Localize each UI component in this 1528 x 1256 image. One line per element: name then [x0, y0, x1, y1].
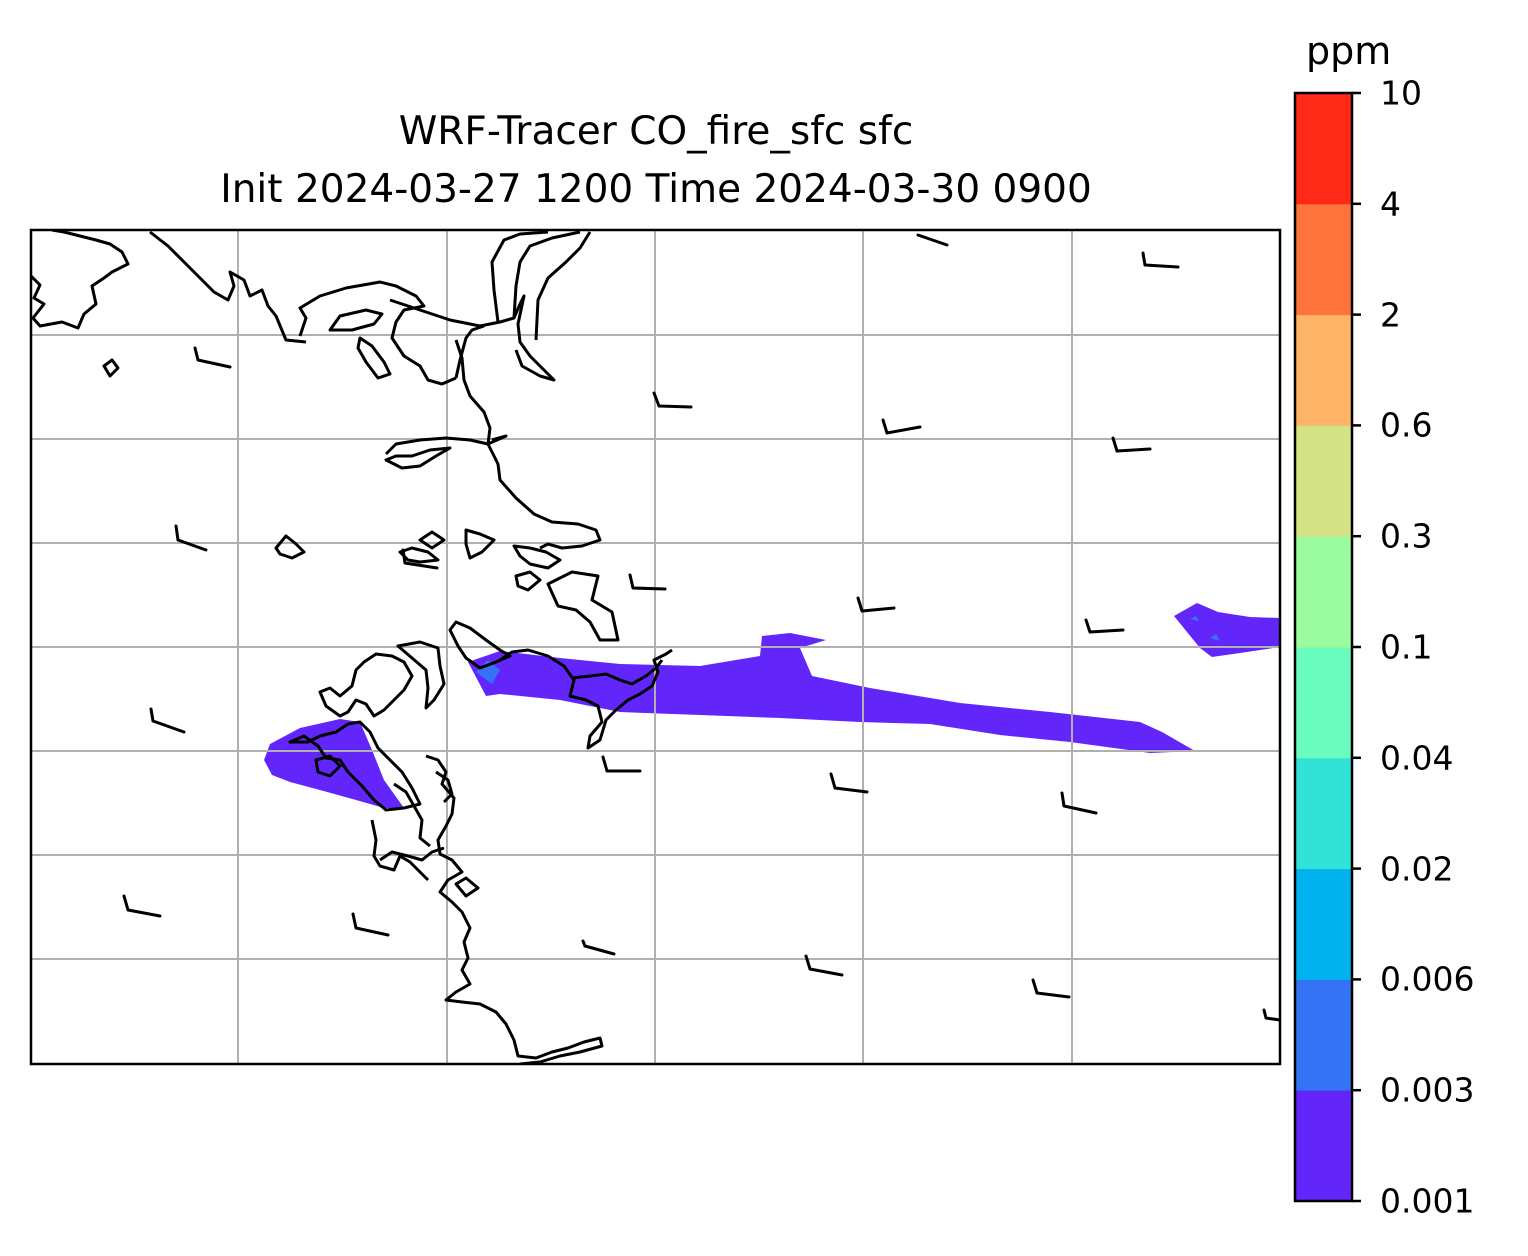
wind-barb	[193, 346, 232, 369]
colorbar-tick-label: 0.1	[1380, 627, 1433, 667]
colorbar-segment	[1295, 868, 1352, 980]
colorbar-tick-label: 10	[1380, 73, 1422, 113]
coastline-peninsula-east-b	[571, 659, 664, 686]
coastline-west-island-cluster	[318, 652, 414, 718]
colorbar-segments	[1295, 93, 1352, 1202]
wind-barb	[1031, 978, 1071, 999]
coastline-island-mid-b	[398, 546, 440, 564]
wind-barb	[1262, 1008, 1280, 1022]
coastline-inlet-b	[490, 230, 549, 323]
coastline-main-spine	[454, 339, 602, 550]
coastline-coast-west-arm	[379, 846, 445, 862]
colorbar-tick-label: 2	[1380, 295, 1401, 335]
wind-barb	[601, 755, 642, 773]
coastline-island-mid-e	[512, 544, 562, 570]
wind-barb	[916, 233, 949, 247]
colorbar-tick-label: 0.006	[1380, 959, 1475, 999]
coastlines	[31, 230, 673, 1064]
coastline-coast-south-inner	[370, 819, 430, 882]
map-title-line2: Init 2024-03-27 1200 Time 2024-03-30 090…	[220, 167, 1092, 212]
wind-barb	[1111, 436, 1152, 453]
wind-barb	[351, 912, 390, 937]
coastline-isle-south-b	[435, 770, 454, 804]
coastline-peninsula	[448, 620, 512, 670]
wind-barb	[652, 391, 693, 409]
coastline-north-island-b	[328, 308, 384, 332]
coastline-north-island-a	[298, 280, 457, 386]
tracer-plume	[264, 603, 1280, 808]
colorbar-segment	[1295, 314, 1352, 426]
colorbar-segment	[1295, 536, 1352, 648]
coastline-northwest	[31, 230, 130, 330]
plume-core-east-1	[1190, 616, 1199, 621]
coastline-west-island-b	[396, 640, 446, 710]
colorbar-segment	[1295, 93, 1352, 205]
colorbar-tick-label: 0.3	[1380, 516, 1433, 556]
coastline-island-mid	[274, 534, 306, 560]
coastline-inlet-d	[534, 231, 592, 341]
colorbar-segment	[1295, 203, 1352, 316]
coastline-coast-east	[487, 434, 508, 446]
coastline-bay-isle	[384, 446, 452, 470]
wind-barb	[122, 894, 162, 918]
coastline-island-mid-g	[546, 570, 620, 642]
wind-barb	[881, 418, 922, 435]
colorbar-tick-label: 0.02	[1380, 849, 1454, 889]
colorbar-units-label: ppm	[1306, 29, 1392, 73]
wind-barb	[1141, 251, 1180, 269]
coastline-coast-south-b	[393, 782, 431, 848]
coastline-bay	[384, 436, 489, 456]
wind-barb	[1084, 618, 1125, 634]
colorbar-segment	[1295, 1090, 1352, 1202]
map-panel	[31, 230, 1280, 1064]
coastline-island-mid-d	[464, 528, 496, 560]
plume-east-patch	[1174, 603, 1280, 657]
colorbar-tick-label: 4	[1380, 184, 1401, 224]
colorbar-segment	[1295, 425, 1352, 537]
map-frame	[29, 228, 1282, 1066]
wind-barbs	[122, 233, 1280, 1022]
coastline-islet-west	[102, 358, 120, 378]
colorbar-segment	[1295, 757, 1352, 870]
coastline-north-fjord	[149, 230, 307, 344]
colorbar-tick-label: 0.003	[1380, 1070, 1475, 1110]
plume-east-west-band	[468, 633, 1195, 753]
wind-barb	[628, 573, 667, 591]
gridlines	[31, 230, 1280, 1064]
wind-barb	[149, 707, 186, 734]
coastline-north-island-c	[356, 336, 392, 380]
colorbar-segment	[1295, 647, 1352, 759]
coastline-peninsula-east	[499, 648, 673, 750]
colorbar-ticks	[1352, 91, 1361, 1203]
colorbar	[1293, 91, 1361, 1203]
coastline-spine-north	[454, 324, 485, 379]
coastline-inlet	[389, 294, 556, 382]
wind-barb	[174, 524, 208, 552]
colorbar-tick-label: 0.04	[1380, 738, 1454, 778]
coastline-island-mid-f	[514, 570, 542, 592]
coastline-isle-south-a	[454, 876, 480, 898]
colorbar-segment	[1295, 979, 1352, 1091]
wind-barb	[581, 939, 616, 956]
colorbar-tick-label: 0.6	[1380, 405, 1433, 445]
wind-barb	[829, 772, 869, 794]
coastline-inlet-c	[512, 230, 581, 319]
wind-barb	[804, 954, 844, 977]
plume-core-east-2	[1210, 634, 1220, 641]
coastline-west-island-d	[314, 754, 342, 778]
wind-barb	[856, 596, 896, 613]
map-title-line1: WRF-Tracer CO_fire_sfc sfc	[398, 109, 914, 154]
coastline-island-mid-c	[418, 530, 446, 550]
wind-barb	[1060, 791, 1098, 815]
wind-barb	[401, 548, 439, 570]
coastline-coast-south	[425, 754, 604, 1064]
colorbar-tick-label: 0.001	[1380, 1181, 1475, 1221]
